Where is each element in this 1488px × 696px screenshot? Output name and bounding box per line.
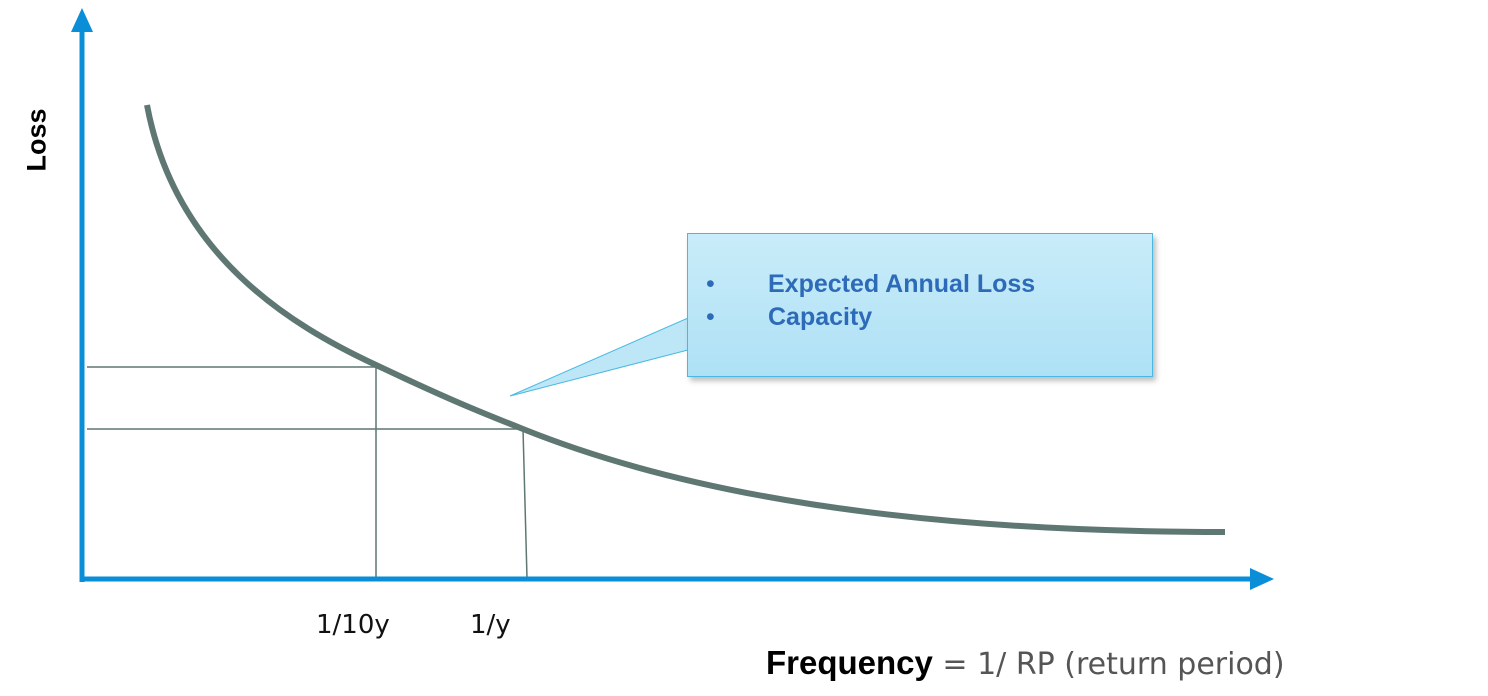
callout-item-expected-annual-loss: • Expected Annual Loss bbox=[706, 268, 1035, 301]
bullet-icon: • bbox=[706, 303, 715, 331]
callout-item-capacity: • Capacity bbox=[706, 301, 1035, 334]
x-tick-1-y: 1/y bbox=[470, 610, 511, 640]
x-axis-label-frequency: Frequency bbox=[766, 644, 933, 681]
callout-list: • Expected Annual Loss • Capacity bbox=[706, 268, 1035, 334]
x-tick-1-10y: 1/10y bbox=[316, 610, 390, 640]
callout-box: • Expected Annual Loss • Capacity bbox=[687, 233, 1153, 377]
bullet-icon: • bbox=[706, 270, 715, 298]
y-axis-arrow bbox=[71, 8, 93, 32]
y-axis-label: Loss bbox=[21, 108, 52, 172]
x-axis-arrow bbox=[1250, 568, 1274, 590]
callout-pointer bbox=[509, 317, 689, 397]
callout-item-label: Capacity bbox=[768, 303, 873, 331]
guide-vertical-1-y bbox=[522, 428, 528, 579]
x-axis-label-formula: = 1/ RP (return period) bbox=[932, 647, 1285, 682]
callout-item-label: Expected Annual Loss bbox=[768, 270, 1036, 298]
x-axis-label: Frequency = 1/ RP (return period) bbox=[766, 644, 1285, 682]
loss-curve bbox=[144, 104, 1226, 535]
